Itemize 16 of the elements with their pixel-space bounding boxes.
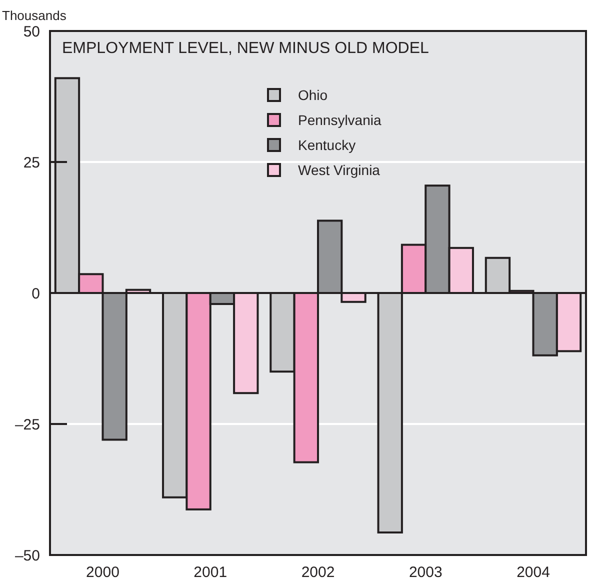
y-tick-label: –50: [14, 547, 40, 564]
legend-label: Kentucky: [298, 136, 356, 153]
x-tick-label: 2003: [408, 564, 442, 581]
x-tick-label: 2004: [516, 564, 550, 581]
x-tick-label: 2000: [86, 564, 120, 581]
text: EMPLOYMENT LEVEL, NEW MINUS OLD MODEL: [62, 40, 429, 57]
legend-label: Ohio: [298, 86, 328, 103]
y-tick-label: 50: [23, 23, 40, 40]
x-tick-label: 2002: [301, 564, 335, 581]
legend-label: Pennsylvania: [298, 112, 382, 128]
y-tick-label: –25: [14, 416, 40, 434]
x-tick-label: 2001: [194, 564, 228, 581]
y-tick-label: 0: [32, 285, 40, 302]
legend-label: West Virginia: [298, 162, 380, 178]
y-axis-title: Thousands: [2, 8, 67, 23]
y-tick-label: 25: [23, 154, 40, 172]
